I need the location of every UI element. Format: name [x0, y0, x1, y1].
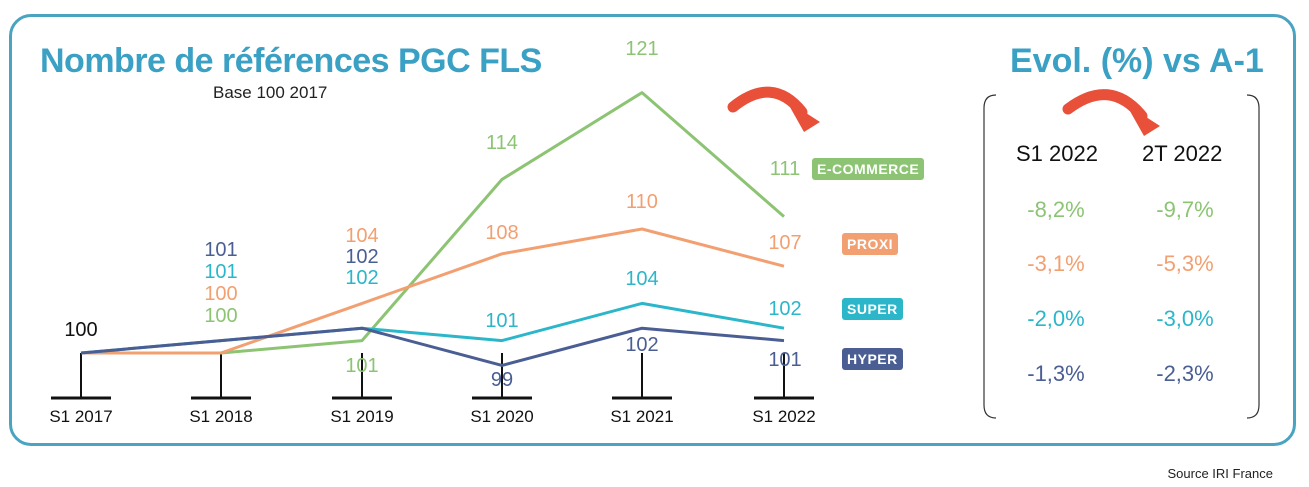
legend-proxi: PROXI — [842, 233, 899, 255]
table-header-2t-2022: 2T 2022 — [1142, 141, 1223, 166]
data-label-super-s1-2018: 101 — [204, 261, 237, 283]
table-cell-proxi-2t: -5,3% — [1156, 251, 1214, 276]
data-label-hyper-s1-2022: 101 — [768, 349, 801, 371]
x-tick-label-s1-2017: S1 2017 — [49, 407, 112, 426]
x-tick-label-s1-2018: S1 2018 — [189, 407, 252, 426]
table-cell-proxi-s1: -3,1% — [1027, 251, 1085, 276]
data-label-e-commerce-s1-2021: 121 — [625, 38, 658, 60]
data-label-super-s1-2019: 102 — [345, 267, 378, 289]
data-label-hyper-s1-2017: 100 — [64, 319, 97, 341]
data-label-super-s1-2021: 104 — [625, 268, 658, 290]
series-line-hyper — [80, 326, 785, 367]
arrow-icon-chart — [727, 86, 820, 132]
arrow-icon-table — [1062, 89, 1160, 136]
data-label-e-commerce-s1-2022: 111 — [770, 158, 800, 180]
data-label-hyper-s1-2018: 101 — [204, 239, 237, 261]
data-label-proxi-s1-2022: 107 — [768, 232, 801, 254]
table-bracket-right — [1246, 94, 1260, 419]
table-header-s1-2022: S1 2022 — [1016, 141, 1098, 166]
data-label-hyper-s1-2021: 102 — [625, 334, 658, 356]
legend-hyper: HYPER — [842, 348, 903, 370]
evol-title: Evol. (%) vs A-1 — [1010, 42, 1264, 80]
chart-frame — [9, 14, 1296, 446]
data-label-e-commerce-s1-2019: 101 — [345, 355, 378, 377]
x-tick-label-s1-2022: S1 2022 — [752, 407, 815, 426]
series-line-proxi — [81, 227, 785, 355]
data-label-proxi-s1-2018: 100 — [204, 283, 237, 305]
x-tick-label-s1-2020: S1 2020 — [470, 407, 533, 426]
data-label-proxi-s1-2019: 104 — [345, 225, 378, 247]
table-cell-hyper-2t: -2,3% — [1156, 361, 1214, 386]
data-label-e-commerce-s1-2018: 100 — [204, 305, 237, 327]
table-cell-ecommerce-s1: -8,2% — [1027, 197, 1085, 222]
table-bracket-left — [983, 94, 997, 419]
chart-title: Nombre de références PGC FLS — [40, 42, 542, 80]
x-tick-label-s1-2019: S1 2019 — [330, 407, 393, 426]
table-cell-ecommerce-2t: -9,7% — [1156, 197, 1214, 222]
data-label-super-s1-2022: 102 — [768, 298, 801, 320]
table-cell-super-2t: -3,0% — [1156, 306, 1214, 331]
series-line-e-commerce — [81, 91, 785, 355]
data-label-e-commerce-s1-2020: 114 — [486, 132, 518, 154]
data-label-hyper-s1-2019: 102 — [345, 246, 378, 268]
x-tick-label-s1-2021: S1 2021 — [610, 407, 673, 426]
chart-subtitle: Base 100 2017 — [213, 83, 328, 102]
table-cell-super-s1: -2,0% — [1027, 306, 1085, 331]
data-label-proxi-s1-2021: 110 — [626, 191, 658, 213]
data-label-super-s1-2020: 101 — [485, 310, 518, 332]
source-note: Source IRI France — [1167, 466, 1274, 481]
table-cell-hyper-s1: -1,3% — [1027, 361, 1085, 386]
legend-ecommerce: E-COMMERCE — [812, 158, 925, 180]
data-label-hyper-s1-2020: 99 — [491, 369, 513, 391]
legend-super: SUPER — [842, 298, 903, 320]
data-label-proxi-s1-2020: 108 — [485, 222, 518, 244]
